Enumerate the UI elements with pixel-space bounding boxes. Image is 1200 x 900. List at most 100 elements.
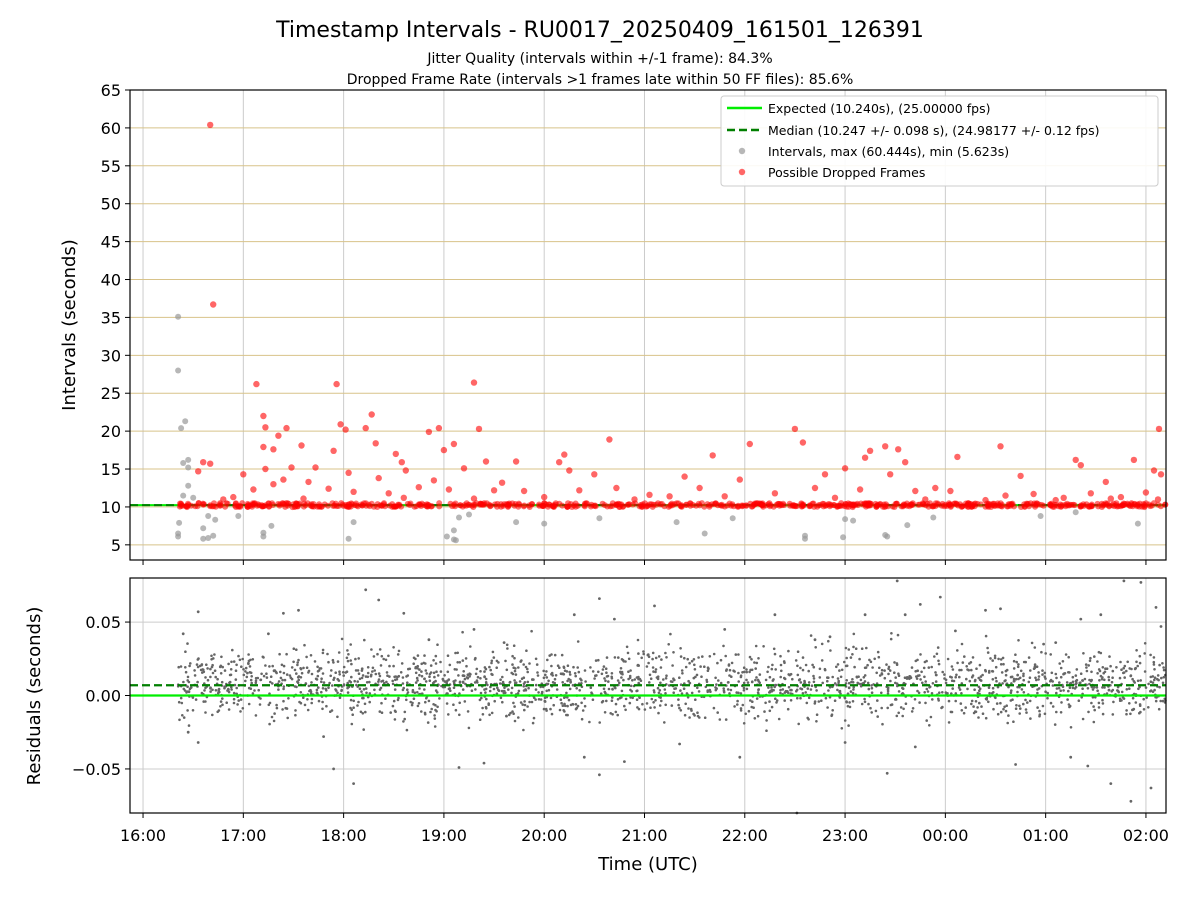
intervals-y-tick-label: 15 [101,460,121,479]
residual-point [239,698,243,701]
dropped-frame-point [592,502,599,509]
residual-point [928,724,931,727]
residual-point [315,691,319,694]
residual-point [310,681,313,684]
residual-point [558,708,562,712]
residual-point [810,684,814,687]
residual-point [601,699,605,703]
residual-point [245,675,249,679]
dropped-frame-point [678,503,685,510]
residual-point [382,681,386,685]
residual-point [253,689,256,692]
residual-point [815,720,818,723]
residual-point [454,708,458,712]
interval-point [175,367,182,374]
legend-intervals-label: Intervals, max (60.444s), min (5.623s) [768,144,1009,159]
residual-point [449,689,452,692]
residual-point [534,688,538,691]
residual-point [930,692,934,695]
residual-point [462,670,466,673]
interval-point [205,513,212,519]
residual-point [703,716,707,719]
residual-point [623,760,626,763]
residual-point [238,658,242,662]
residual-point [1007,714,1010,717]
residual-point [897,672,900,675]
residual-point [295,648,298,651]
residual-point [923,691,926,694]
residual-point [756,714,760,718]
residual-point [605,656,609,659]
residual-point [887,672,890,676]
residual-point [446,654,450,657]
residual-point [978,701,981,705]
residual-point [680,669,684,672]
residual-point [768,675,772,679]
residual-point [934,671,937,674]
residual-point [1009,691,1013,694]
residual-point [970,668,973,672]
residual-point [387,654,390,658]
residual-point [428,679,432,682]
residual-point [1111,676,1114,679]
residual-point [662,678,665,681]
residual-point [852,688,855,691]
residual-point [1085,666,1088,669]
residual-point [338,696,342,699]
residual-point [410,703,414,707]
dropped-frame-point [333,380,340,388]
residual-point [690,659,694,663]
residual-point [643,708,647,711]
residual-point [536,674,540,677]
residual-point [262,656,265,659]
residual-point [204,711,207,714]
residual-point [274,670,278,674]
residual-point [646,653,650,657]
residual-point [326,652,329,656]
residual-point [1090,670,1093,674]
residual-point [977,676,980,680]
residual-point [1122,579,1126,583]
dropped-frame-point [729,501,736,508]
residual-point [589,686,593,689]
residual-point [399,671,403,674]
residual-point [1123,664,1127,668]
residual-point [804,663,808,667]
residual-point [719,658,723,662]
residual-point [565,670,569,673]
residual-point [867,687,871,691]
residual-point [627,657,631,661]
residual-point [543,696,547,700]
interval-point [210,532,217,539]
x-tick-label: 19:00 [421,826,467,845]
residual-point [860,702,864,706]
residual-point [501,675,504,679]
dropped-frame-point [1034,500,1040,507]
residual-point [779,663,783,667]
residual-point [1027,680,1031,684]
residual-point [259,678,262,682]
residual-point [636,706,639,709]
residual-point [285,652,288,656]
residual-point [576,640,580,643]
residual-point [645,665,649,668]
residual-point [680,692,684,695]
residual-point [796,650,800,653]
residual-point [742,681,746,685]
residual-point [277,680,281,683]
residual-point [742,689,746,692]
residual-point [517,666,520,669]
residual-point [223,669,227,672]
residual-point [1019,669,1023,673]
dropped-frame-point [799,439,807,446]
residual-point [838,669,841,672]
residual-point [1157,678,1160,682]
residual-point [364,675,368,678]
residual-point [483,675,486,678]
residual-point [1103,670,1107,674]
residual-point [310,701,314,705]
residual-point [458,713,461,717]
dropped-frame-point [380,501,387,508]
residual-point [1074,685,1078,689]
residual-point [706,666,710,669]
